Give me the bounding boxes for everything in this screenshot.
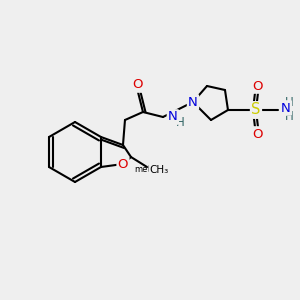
- Text: H: H: [176, 116, 185, 130]
- Text: S: S: [251, 103, 261, 118]
- Text: O: O: [118, 158, 128, 170]
- Text: O: O: [253, 80, 263, 92]
- Text: N: N: [168, 110, 178, 124]
- Text: N: N: [188, 95, 198, 109]
- Text: O: O: [253, 128, 263, 140]
- Text: H: H: [285, 95, 293, 109]
- Text: methyl: methyl: [134, 164, 164, 173]
- Text: CH₃: CH₃: [149, 165, 168, 175]
- Text: H: H: [285, 110, 293, 122]
- Text: O: O: [133, 79, 143, 92]
- Text: N: N: [281, 101, 291, 115]
